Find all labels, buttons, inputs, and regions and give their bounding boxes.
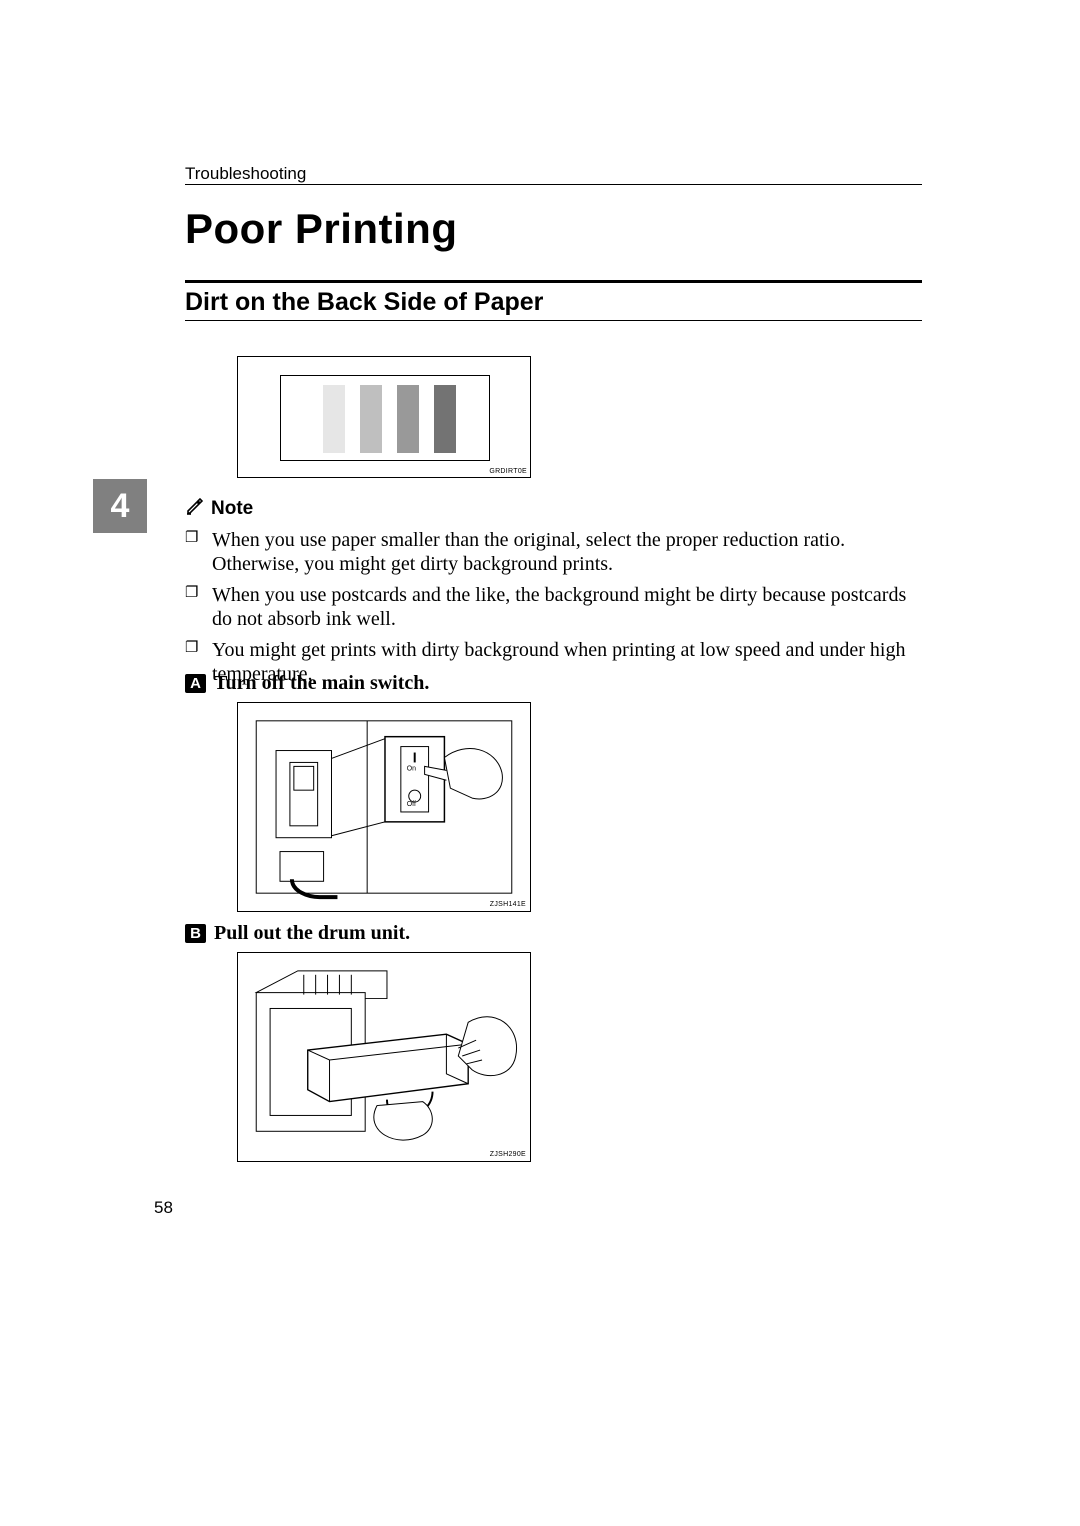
note-item: When you use paper smaller than the orig… xyxy=(212,528,922,577)
manual-page: Troubleshooting Poor Printing Dirt on th… xyxy=(0,0,1080,1526)
figure-bar xyxy=(360,385,382,453)
figure-code: ZJSH141E xyxy=(490,901,526,908)
figure-bar xyxy=(397,385,419,453)
note-list: When you use paper smaller than the orig… xyxy=(185,528,922,686)
figure-code: GRDIRT0E xyxy=(489,468,527,475)
header-rule xyxy=(185,184,922,185)
figure-turn-off-switch: On Off ZJSH141E xyxy=(237,702,531,912)
figure-drum-illustration xyxy=(238,953,530,1161)
subtitle-rule xyxy=(185,320,922,321)
figure-switch-illustration: On Off xyxy=(238,703,530,911)
chapter-tab: 4 xyxy=(93,479,147,533)
figure-bar xyxy=(323,385,345,453)
figure-dirty-background-inner xyxy=(280,375,490,461)
note-heading: Note xyxy=(185,496,922,522)
step-2: B Pull out the drum unit. xyxy=(185,922,922,945)
figure-bars-group xyxy=(323,385,456,453)
step-1: A Turn off the main switch. xyxy=(185,672,922,695)
header-section-label: Troubleshooting xyxy=(185,164,306,184)
svg-text:On: On xyxy=(407,765,416,772)
step-number-badge: B xyxy=(185,924,206,943)
note-block: Note When you use paper smaller than the… xyxy=(185,496,922,692)
page-number: 58 xyxy=(154,1198,173,1218)
figure-code: ZJSH290E xyxy=(490,1151,526,1158)
section-subtitle: Dirt on the Back Side of Paper xyxy=(185,288,543,317)
note-item: When you use postcards and the like, the… xyxy=(212,583,922,632)
svg-text:Off: Off xyxy=(407,801,416,808)
figure-dirty-background: GRDIRT0E xyxy=(237,356,531,478)
step-text: Turn off the main switch. xyxy=(214,672,429,695)
title-rule xyxy=(185,280,922,283)
step-number-badge: A xyxy=(185,674,206,693)
pencil-icon xyxy=(185,496,205,522)
figure-bar xyxy=(434,385,456,453)
figure-pull-drum-unit: ZJSH290E xyxy=(237,952,531,1162)
step-text: Pull out the drum unit. xyxy=(214,922,410,945)
note-label: Note xyxy=(211,498,253,520)
page-title: Poor Printing xyxy=(185,205,458,253)
